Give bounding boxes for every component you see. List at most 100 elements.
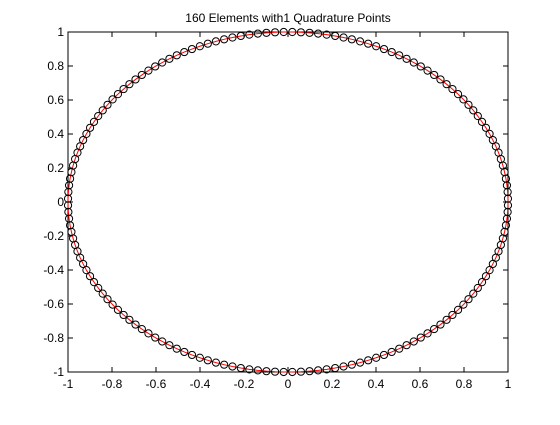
- series-marker: [253, 366, 262, 375]
- series-marker: [98, 106, 107, 115]
- x-tick-label: 1: [505, 377, 512, 391]
- series-marker: [172, 344, 181, 353]
- series-marker: [331, 31, 340, 41]
- x-tick-label: 0: [285, 377, 292, 391]
- series-marker: [453, 90, 463, 99]
- x-tick-label: -1: [63, 377, 74, 391]
- series-marker: [387, 347, 396, 357]
- series-marker: [125, 80, 134, 89]
- series-marker: [103, 295, 112, 304]
- x-tick-label: -0.2: [234, 377, 255, 391]
- x-tick-label: 0.4: [368, 377, 385, 391]
- axes-box: [67, 31, 509, 373]
- series-marker: [151, 333, 160, 342]
- series-marker: [469, 289, 478, 298]
- series-marker: [488, 135, 497, 145]
- x-tick-label: 0.8: [456, 377, 473, 391]
- series-marker: [119, 310, 128, 320]
- series-marker: [108, 300, 117, 309]
- series-marker: [187, 350, 197, 360]
- series-marker: [228, 362, 237, 371]
- series-marker: [314, 366, 323, 375]
- series-marker: [481, 123, 491, 132]
- series-marker: [288, 27, 297, 37]
- y-tick-label: -0.2: [43, 229, 64, 243]
- series-marker: [63, 201, 73, 210]
- series-marker: [113, 305, 123, 314]
- series-marker: [481, 272, 491, 281]
- series-marker: [416, 333, 425, 342]
- series-marker: [82, 266, 91, 275]
- series-marker: [137, 70, 146, 80]
- series-marker: [459, 95, 468, 104]
- series-marker: [262, 367, 271, 376]
- series-marker: [270, 28, 280, 37]
- series-marker: [236, 31, 245, 41]
- series-marker: [430, 70, 439, 80]
- series-marker: [165, 54, 174, 63]
- series-marker: [305, 28, 314, 37]
- series-marker: [165, 341, 174, 350]
- series-marker: [131, 75, 140, 84]
- series-marker: [94, 283, 103, 293]
- series-marker: [279, 27, 288, 37]
- series-marker: [94, 111, 103, 121]
- y-tick-label: -1: [53, 365, 64, 379]
- series-marker: [387, 47, 396, 57]
- series-marker: [464, 295, 473, 304]
- series-marker: [144, 66, 153, 75]
- series-marker: [64, 181, 74, 190]
- series-marker: [220, 35, 229, 44]
- series-marker: [423, 329, 432, 338]
- series-marker: [113, 90, 123, 99]
- series-marker: [436, 320, 445, 329]
- y-tick-label: -0.8: [43, 331, 64, 345]
- series-marker: [339, 362, 348, 371]
- series-marker: [119, 84, 128, 94]
- series-marker: [364, 356, 373, 365]
- y-tick-label: 1: [57, 25, 64, 39]
- series-marker: [211, 37, 221, 46]
- series-marker: [339, 33, 348, 42]
- series-marker: [448, 84, 457, 94]
- series-marker: [151, 62, 160, 71]
- series-marker: [195, 42, 204, 51]
- y-tick-label: 0.2: [47, 161, 64, 175]
- series-marker: [409, 58, 418, 67]
- series-marker: [125, 315, 134, 324]
- series-marker: [442, 315, 451, 324]
- series-marker: [473, 111, 482, 121]
- series-marker: [236, 363, 245, 373]
- series-marker: [322, 365, 331, 374]
- x-tick-label: 0.2: [324, 377, 341, 391]
- series-marker: [453, 305, 463, 314]
- series-marker: [180, 47, 189, 57]
- x-tick-label: -0.4: [190, 377, 211, 391]
- series-line-red: [67, 31, 509, 373]
- series-marker: [195, 353, 204, 362]
- series-marker: [279, 367, 288, 377]
- series-marker: [131, 320, 140, 329]
- series-marker: [347, 360, 356, 369]
- series-marker: [364, 39, 373, 48]
- series-marker: [379, 350, 389, 360]
- series-marker: [322, 30, 331, 39]
- series-marker: [85, 272, 95, 281]
- series-marker: [448, 310, 457, 320]
- series-marker: [220, 360, 229, 369]
- series-marker: [355, 37, 365, 46]
- series-marker: [89, 117, 99, 126]
- series-marker: [305, 367, 314, 376]
- series-marker: [459, 300, 468, 309]
- series-marker: [89, 278, 99, 287]
- series-marker: [253, 29, 262, 38]
- series-marker: [64, 187, 73, 197]
- series-marker: [203, 39, 212, 48]
- series-marker: [245, 365, 254, 374]
- x-tick-label: -0.6: [146, 377, 167, 391]
- series-marker: [158, 58, 167, 67]
- x-tick-label: -0.8: [102, 377, 123, 391]
- series-marker: [172, 51, 181, 60]
